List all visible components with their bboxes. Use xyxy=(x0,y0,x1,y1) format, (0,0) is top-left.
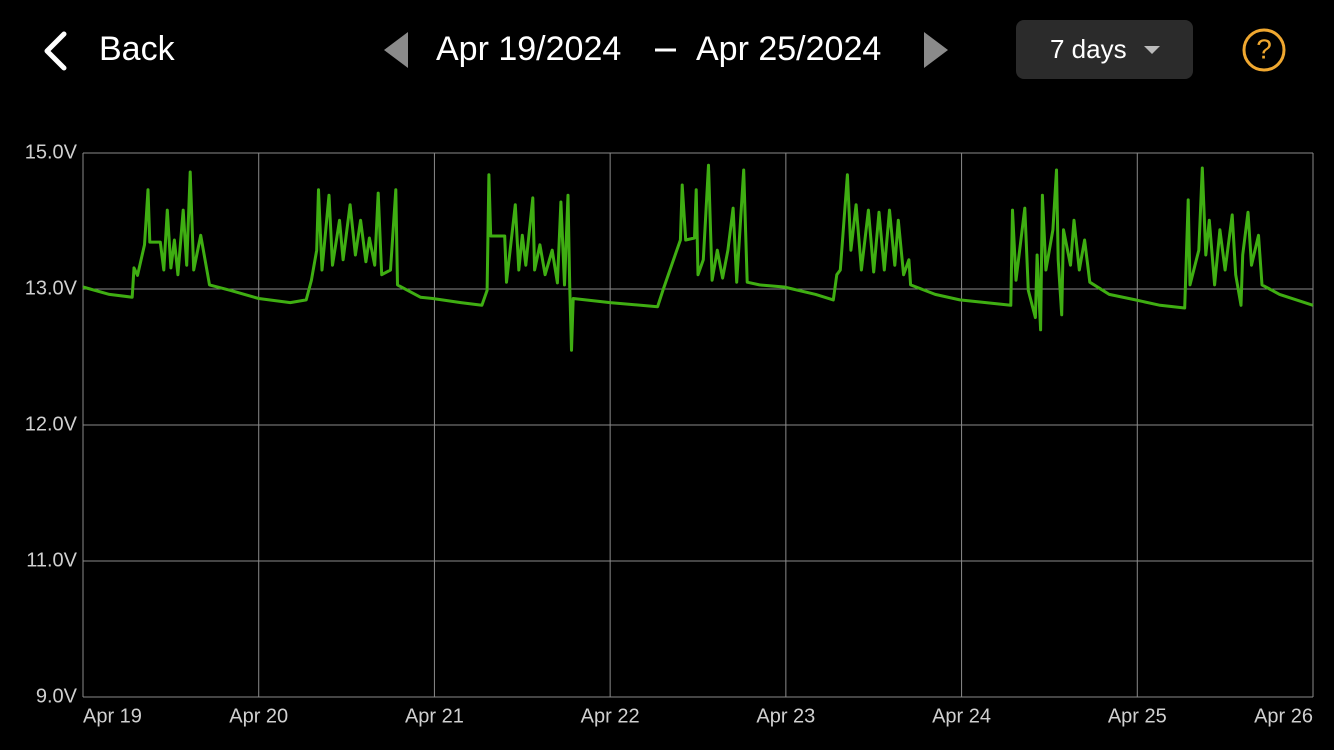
x-tick-label: Apr 19 xyxy=(83,705,142,727)
x-tick-label: Apr 20 xyxy=(229,705,288,727)
x-tick-label: Apr 25 xyxy=(1108,705,1167,727)
dropdown-caret xyxy=(1144,46,1160,54)
y-tick-label: 11.0V xyxy=(26,549,77,571)
help-label: ? xyxy=(1256,33,1272,64)
chart: 9.0V 11.0V 12.0V 13.0V 15.0V Apr 19 Apr 20 Apr … xyxy=(25,141,1314,727)
y-tick-label: 12.0V xyxy=(25,413,78,435)
help-button[interactable]: ? xyxy=(1242,28,1286,72)
x-tick-label: Apr 21 xyxy=(405,705,464,727)
back-label: Back xyxy=(99,30,176,68)
help-circle xyxy=(1242,28,1286,72)
prev-arrow[interactable] xyxy=(384,32,408,68)
back-button[interactable]: Back xyxy=(44,30,176,71)
next-arrow[interactable] xyxy=(924,32,948,68)
voltage-line xyxy=(82,163,1314,352)
x-tick-label: Apr 23 xyxy=(756,705,815,727)
range-label: 7 days xyxy=(1050,34,1127,64)
y-tick-label: 9.0V xyxy=(36,685,78,707)
x-tick-label: Apr 24 xyxy=(932,705,991,727)
start-date: Apr 19/2024 xyxy=(436,30,621,68)
x-tick-label: Apr 22 xyxy=(581,705,640,727)
dropdown-box xyxy=(1016,20,1193,79)
back-chevron xyxy=(44,31,67,71)
range-dropdown[interactable]: 7 days xyxy=(1016,20,1193,79)
y-tick-label: 15.0V xyxy=(25,141,78,163)
end-date: Apr 25/2024 xyxy=(696,30,881,68)
x-tick-label: Apr 26 xyxy=(1254,705,1313,727)
y-tick-label: 13.0V xyxy=(25,277,78,299)
